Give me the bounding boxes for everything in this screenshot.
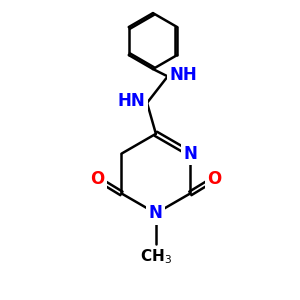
Text: HN: HN	[118, 92, 146, 110]
Text: N: N	[149, 204, 163, 222]
Text: NH: NH	[169, 66, 197, 84]
Text: N: N	[183, 145, 197, 163]
Text: CH$_3$: CH$_3$	[140, 248, 172, 266]
Text: O: O	[207, 170, 222, 188]
Text: O: O	[90, 170, 104, 188]
